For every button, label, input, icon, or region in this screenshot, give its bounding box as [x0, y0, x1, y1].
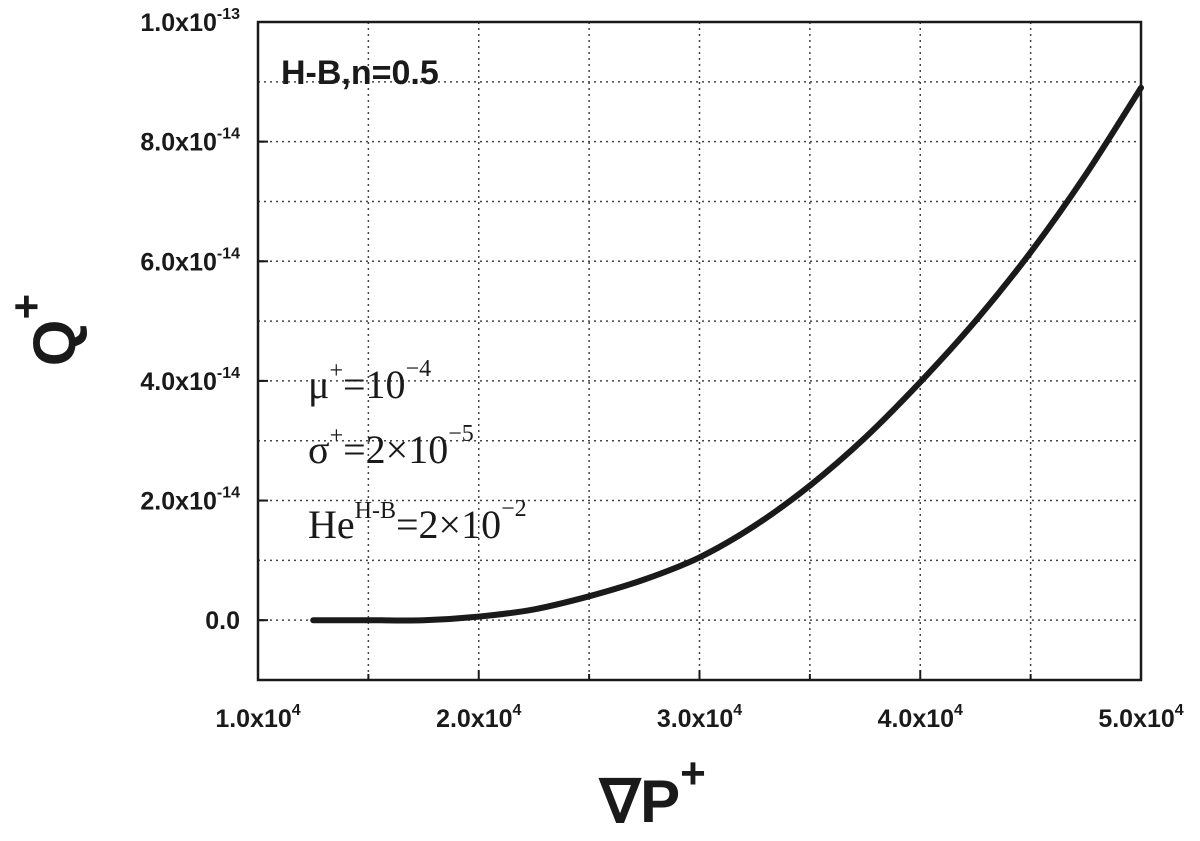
y-tick-label: 2.0x10-14	[140, 485, 240, 516]
x-tick-label: 4.0x104	[878, 702, 963, 733]
y-tick-label: 6.0x10-14	[140, 245, 240, 276]
x-tick-label: 2.0x104	[436, 702, 521, 733]
y-axis-title: Q+	[2, 294, 88, 366]
series-line	[310, 84, 1144, 624]
tick-layer: 1.0x104 2.0x104 3.0x104 4.0x104 5.0x104 0.0 2.…	[140, 6, 1183, 733]
parameter-annotation: μ+=10−4	[308, 356, 431, 407]
y-tick-label: 0.0	[205, 607, 240, 635]
x-axis-title-base: ∇P	[598, 768, 680, 835]
y-axis-title-sup: +	[2, 294, 51, 320]
y-tick-label: 1.0x10-13	[140, 6, 240, 37]
x-tick-label: 1.0x104	[215, 702, 300, 733]
chart-title: H-B,n=0.5	[281, 54, 439, 92]
annotation-layer: μ+=10−4 σ+=2×10−5 HeH-B=2×10−2	[308, 356, 527, 547]
y-axis-title-base: Q	[21, 320, 88, 367]
y-tick-label: 8.0x10-14	[140, 126, 240, 157]
x-axis-title: ∇P+	[598, 749, 706, 835]
parameter-annotation: HeH-B=2×10−2	[308, 496, 527, 547]
series-layer	[310, 84, 1144, 624]
x-tick-label: 3.0x104	[657, 702, 742, 733]
y-tick-label: 4.0x10-14	[140, 365, 240, 396]
grid-layer	[258, 22, 1141, 680]
x-axis-title-sup: +	[680, 749, 706, 798]
x-tick-label: 5.0x104	[1098, 702, 1183, 733]
parameter-annotation: σ+=2×10−5	[308, 421, 474, 472]
